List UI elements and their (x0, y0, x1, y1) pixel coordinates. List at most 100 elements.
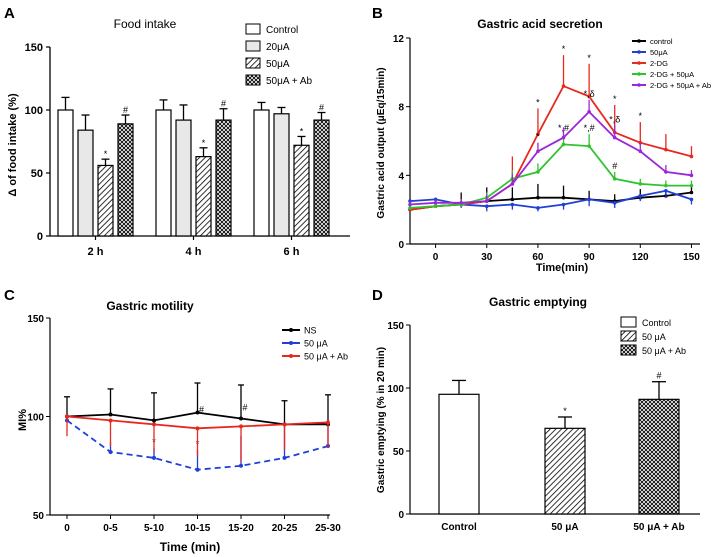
data-point (689, 154, 694, 159)
chart-c: 5010015000-55-1010-1515-2020-2525-30**##… (27, 314, 348, 534)
x-tick-label: 50 μA + Ab (633, 522, 684, 533)
significance-mark: * (587, 53, 591, 63)
bar (117, 123, 134, 237)
legend-label: Control (642, 318, 671, 328)
x-tick-label: 90 (584, 252, 596, 263)
legend-swatch (245, 40, 261, 52)
panel-label-d: D (372, 287, 383, 304)
y-tick-label: 50 (33, 511, 45, 522)
data-point (152, 422, 156, 427)
significance-mark: * (300, 126, 304, 136)
y-tick-label: 0 (398, 510, 404, 521)
data-point (561, 195, 566, 200)
data-point (561, 202, 566, 207)
data-point (282, 422, 287, 427)
data-point (510, 202, 515, 207)
y-tick-label: 100 (27, 413, 44, 424)
data-point (612, 135, 617, 140)
data-point (587, 110, 591, 114)
significance-mark: # (612, 161, 617, 171)
chart-c-xlabel: Time (min) (160, 540, 220, 554)
data-point (638, 182, 643, 186)
legend-marker (289, 328, 293, 332)
data-point (561, 84, 566, 88)
bar (293, 144, 310, 237)
significance-mark: * (639, 111, 643, 121)
legend-label: 50 μA (304, 339, 328, 349)
bar (175, 119, 192, 237)
legend-label: 20μA (266, 42, 290, 53)
legend-label: 50 μA + Ab (304, 352, 348, 362)
x-tick-label: 25-30 (315, 523, 341, 534)
data-point (195, 410, 200, 415)
y-tick-label: 50 (393, 447, 405, 458)
legend-label: 50 μA (642, 332, 666, 342)
bar (215, 119, 232, 237)
data-point (484, 199, 489, 203)
data-point (282, 455, 287, 460)
significance-mark: *,δ (609, 115, 620, 125)
data-point (459, 201, 463, 205)
y-tick-label: 150 (27, 314, 44, 325)
chart-b-title: Gastric acid secretion (477, 17, 602, 31)
data-point (561, 135, 566, 140)
x-tick-label: 6 h (284, 246, 300, 258)
legend-label: 50 μA + Ab (642, 346, 686, 356)
series-line (409, 191, 692, 211)
data-point (689, 190, 694, 195)
bar (77, 129, 94, 237)
x-tick-label: 2 h (88, 246, 104, 258)
data-point (612, 176, 617, 181)
y-tick-label: 150 (25, 42, 43, 54)
legend-label: 50μA (266, 59, 290, 70)
chart-c-ylabel: MI% (17, 409, 29, 431)
chart-a-ylabel: Δ of food intake (%) (7, 93, 19, 197)
chart-d: 0 50 100 150 Control * 50 μA #50 μA + Ab Control… (387, 316, 700, 533)
x-tick-label: 0 (433, 252, 439, 263)
data-point (510, 182, 515, 186)
data-point (536, 195, 540, 200)
chart-d-ylabel: Gastric emptying (% in 20 min) (376, 347, 387, 493)
significance-mark: * (563, 406, 567, 416)
x-tick-label: 120 (632, 252, 649, 263)
bar (57, 109, 74, 237)
significance-mark: # (656, 371, 661, 381)
data-point (689, 173, 694, 178)
bar (438, 393, 480, 515)
data-point (408, 206, 412, 210)
significance-mark: # (319, 103, 324, 113)
y-tick-label: 0 (37, 231, 43, 243)
x-tick-label: 20-25 (272, 523, 298, 534)
data-point (689, 183, 694, 188)
legend-swatch (245, 23, 261, 35)
legend-label: NS (304, 326, 317, 336)
legend-marker (637, 83, 641, 87)
bar (97, 164, 114, 237)
data-point (612, 201, 617, 205)
x-tick-label: Control (441, 522, 477, 533)
significance-mark: * (536, 132, 540, 142)
legend-swatch (620, 316, 637, 328)
data-point (536, 206, 540, 210)
legend-label: 50μA + Ab (266, 76, 313, 87)
bar (638, 398, 680, 515)
significance-mark: * (613, 94, 617, 104)
data-point (108, 412, 113, 417)
legend-label: 2-DG + 50μA + Ab (650, 81, 711, 90)
y-tick-label: 12 (393, 34, 405, 45)
y-tick-label: 8 (398, 103, 404, 114)
legend-marker (637, 61, 641, 65)
legend-label: 2-DG + 50μA (650, 70, 694, 79)
data-point (484, 204, 489, 209)
data-point (664, 188, 668, 193)
x-tick-label: 50 μA (551, 522, 578, 533)
data-point (664, 183, 668, 188)
data-point (587, 197, 591, 202)
data-point (152, 418, 156, 423)
x-tick-label: 10-15 (185, 523, 211, 534)
data-point (664, 170, 668, 174)
x-tick-label: 4 h (186, 246, 202, 258)
legend-label: Control (266, 25, 298, 36)
y-tick-label: 100 (25, 105, 43, 117)
